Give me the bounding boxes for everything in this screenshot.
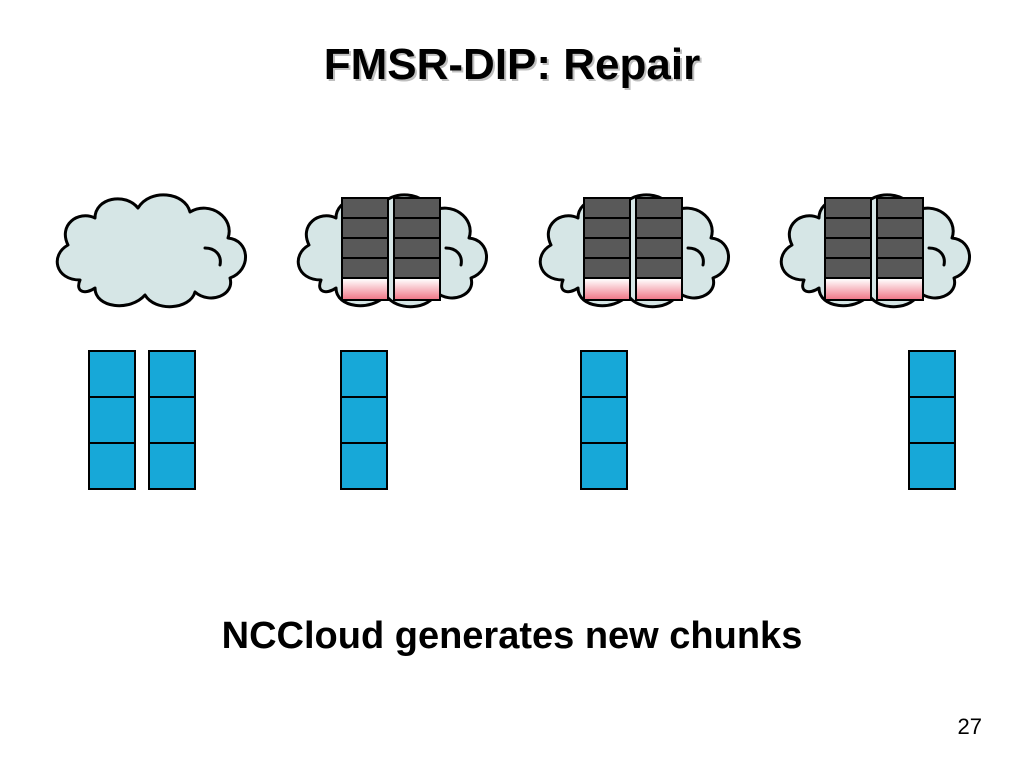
chunk-stack — [908, 350, 956, 490]
chunk-cell — [908, 350, 956, 398]
server-segment — [395, 239, 439, 259]
chunk-stack — [88, 350, 136, 490]
chunk-cell — [580, 350, 628, 398]
cloud-icon — [40, 170, 260, 320]
cloud-slot — [281, 170, 501, 320]
server-segment — [343, 239, 387, 259]
server-segment — [585, 219, 629, 239]
chunk-stack — [580, 350, 628, 490]
server-segment — [343, 219, 387, 239]
server-icon — [393, 197, 441, 301]
server-segment — [395, 199, 439, 219]
server-icon — [341, 197, 389, 301]
server-segment — [585, 199, 629, 219]
page-number: 27 — [958, 714, 982, 740]
cloud-slot — [523, 170, 743, 320]
server-segment — [826, 259, 870, 279]
server-segment — [826, 279, 870, 299]
server-segment — [826, 219, 870, 239]
slide-subtitle: NCCloud generates new chunks — [0, 615, 1024, 658]
chunk-cell — [148, 442, 196, 490]
server-segment — [637, 239, 681, 259]
server-segment — [343, 259, 387, 279]
server-icon — [824, 197, 872, 301]
server-pair — [824, 197, 924, 301]
server-segment — [878, 279, 922, 299]
server-icon — [876, 197, 924, 301]
server-segment — [878, 259, 922, 279]
server-segment — [395, 219, 439, 239]
chunk-group — [580, 350, 628, 490]
chunk-cell — [148, 396, 196, 444]
server-segment — [878, 219, 922, 239]
server-segment — [343, 199, 387, 219]
chunk-cell — [908, 396, 956, 444]
chunk-cell — [340, 396, 388, 444]
cloud-slot — [764, 170, 984, 320]
chunk-stack — [340, 350, 388, 490]
server-pair — [341, 197, 441, 301]
chunk-cell — [88, 350, 136, 398]
server-segment — [585, 239, 629, 259]
chunk-cell — [580, 396, 628, 444]
chunk-cell — [88, 396, 136, 444]
chunk-group — [340, 350, 388, 490]
chunk-row — [40, 350, 984, 530]
server-segment — [826, 199, 870, 219]
server-segment — [637, 199, 681, 219]
chunk-stack — [148, 350, 196, 490]
chunk-cell — [340, 442, 388, 490]
server-segment — [395, 279, 439, 299]
server-segment — [637, 219, 681, 239]
server-icon — [635, 197, 683, 301]
chunk-cell — [88, 442, 136, 490]
chunk-group — [908, 350, 956, 490]
server-pair — [583, 197, 683, 301]
server-segment — [878, 239, 922, 259]
server-segment — [637, 279, 681, 299]
server-segment — [343, 279, 387, 299]
chunk-cell — [340, 350, 388, 398]
chunk-cell — [148, 350, 196, 398]
server-segment — [585, 259, 629, 279]
chunk-group — [88, 350, 196, 490]
chunk-cell — [908, 442, 956, 490]
cloud-row — [40, 170, 984, 320]
cloud-slot — [40, 170, 260, 320]
server-segment — [395, 259, 439, 279]
server-segment — [637, 259, 681, 279]
server-icon — [583, 197, 631, 301]
server-segment — [878, 199, 922, 219]
server-segment — [585, 279, 629, 299]
server-segment — [826, 239, 870, 259]
slide-title: FMSR-DIP: Repair — [0, 40, 1024, 90]
chunk-cell — [580, 442, 628, 490]
